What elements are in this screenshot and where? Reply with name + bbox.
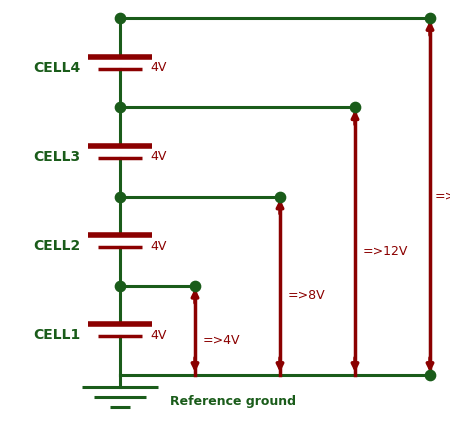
Point [117,283,124,289]
Text: =>8V: =>8V [288,289,326,302]
Point [191,283,198,289]
Text: =>12V: =>12V [363,245,409,258]
Point [117,104,124,111]
Text: CELL2: CELL2 [33,239,80,253]
Point [117,15,124,22]
Text: 4V: 4V [150,150,166,163]
Point [427,372,434,378]
Text: CELL1: CELL1 [33,329,80,342]
Text: Reference ground: Reference ground [170,396,296,408]
Text: CELL4: CELL4 [33,61,80,75]
Text: =>4V: =>4V [203,334,240,347]
Point [276,193,284,200]
Text: =>16V: =>16V [435,190,450,203]
Point [427,15,434,22]
Text: 4V: 4V [150,61,166,74]
Point [117,193,124,200]
Text: 4V: 4V [150,329,166,342]
Text: 4V: 4V [150,240,166,253]
Point [351,104,359,111]
Text: CELL3: CELL3 [33,150,80,164]
